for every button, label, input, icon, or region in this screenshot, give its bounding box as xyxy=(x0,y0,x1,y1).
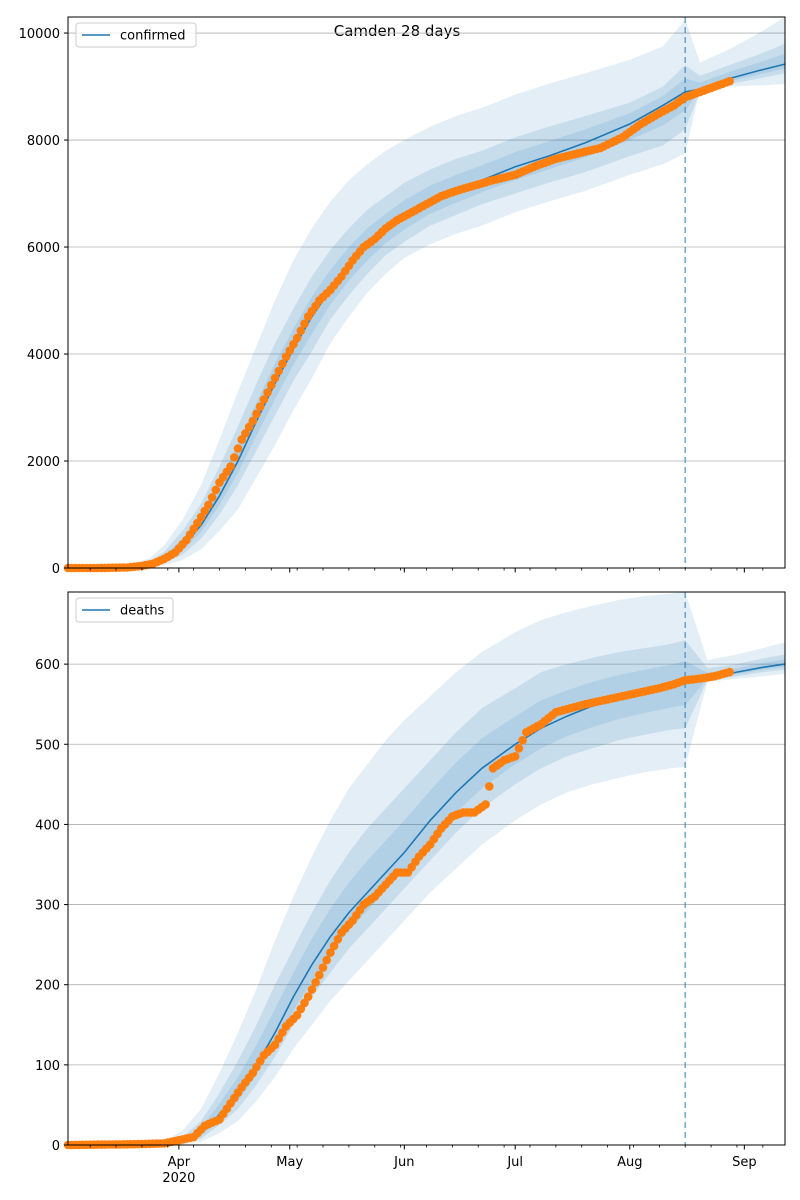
y-tick-label: 8000 xyxy=(27,134,60,149)
x-tick-label: Sep xyxy=(732,1155,757,1170)
observed-point xyxy=(315,970,324,980)
observed-point xyxy=(204,500,213,510)
observed-point xyxy=(485,782,494,791)
observed-point xyxy=(300,998,309,1008)
observed-point xyxy=(230,453,239,462)
observed-point xyxy=(326,948,335,957)
observed-point xyxy=(725,667,734,677)
observed-point xyxy=(211,485,221,495)
y-tick-label: 600 xyxy=(35,658,60,673)
y-tick-label: 2000 xyxy=(27,455,60,470)
y-tick-label: 300 xyxy=(35,899,60,914)
observed-point xyxy=(510,752,520,761)
y-tick-label: 0 xyxy=(52,1139,60,1154)
x-tick-label: May xyxy=(276,1155,303,1170)
legend: confirmed xyxy=(75,22,197,48)
uncertainty-band-middle xyxy=(68,43,785,568)
legend-label: confirmed xyxy=(120,29,186,44)
observed-point xyxy=(300,319,309,329)
observed-point xyxy=(244,422,254,432)
observed-point xyxy=(241,429,250,438)
observed-point xyxy=(274,1034,284,1043)
legend-box xyxy=(75,597,174,623)
observed-point xyxy=(274,366,284,376)
observed-point xyxy=(252,409,261,419)
y-tick-label: 100 xyxy=(35,1059,60,1074)
observed-point xyxy=(270,373,280,383)
x-tick-label: Jun xyxy=(393,1155,414,1170)
observed-point xyxy=(296,326,306,336)
y-tick-label: 500 xyxy=(35,738,60,753)
legend-box xyxy=(75,22,197,48)
x-year-label: 2020 xyxy=(162,1171,195,1186)
y-tick-label: 4000 xyxy=(27,348,60,363)
observed-point xyxy=(233,444,243,453)
observed-point xyxy=(725,76,734,86)
observed-point xyxy=(281,352,291,362)
observed-point xyxy=(278,359,287,369)
observed-point xyxy=(318,963,328,972)
observed-point xyxy=(292,333,302,343)
x-tick-label: Apr xyxy=(168,1155,191,1170)
observed-point xyxy=(259,395,269,404)
observed-point xyxy=(207,493,217,502)
deaths-chart: 0 100 200 300 400 500 600 Apr May Jun Jul Aug Sep 202… xyxy=(35,591,786,1186)
observed-point xyxy=(333,935,343,944)
observed-point xyxy=(311,978,320,987)
y-tick-label: 10000 xyxy=(19,27,60,42)
y-tick-label: 0 xyxy=(52,562,60,577)
observed-point xyxy=(267,380,276,390)
observed-point xyxy=(285,346,295,355)
observed-point xyxy=(263,388,272,397)
x-tick-label: Aug xyxy=(617,1155,642,1170)
observed-point xyxy=(518,736,527,745)
observed-point xyxy=(307,985,317,994)
legend-label: deaths xyxy=(120,604,165,619)
uncertainty-band-outer xyxy=(68,592,785,1145)
observed-point xyxy=(226,462,235,471)
y-tick-label: 400 xyxy=(35,818,60,833)
observed-point xyxy=(248,416,258,426)
observed-point xyxy=(322,955,332,965)
x-tick-label: Jul xyxy=(506,1155,523,1170)
figure-title: Camden 28 days xyxy=(334,22,461,40)
observed-point xyxy=(237,435,246,444)
observed-point xyxy=(289,339,298,349)
observed-point xyxy=(303,992,313,1001)
observed-point xyxy=(514,744,524,753)
legend: deaths xyxy=(75,597,174,623)
observed-point xyxy=(292,1010,302,1020)
y-tick-label: 6000 xyxy=(27,241,60,256)
observed-point xyxy=(481,800,490,809)
observed-point xyxy=(255,402,265,411)
y-tick-label: 200 xyxy=(35,979,60,994)
observed-point xyxy=(329,941,339,951)
confirmed-chart: 0 2000 4000 6000 8000 10000 confirmed xyxy=(19,16,786,577)
